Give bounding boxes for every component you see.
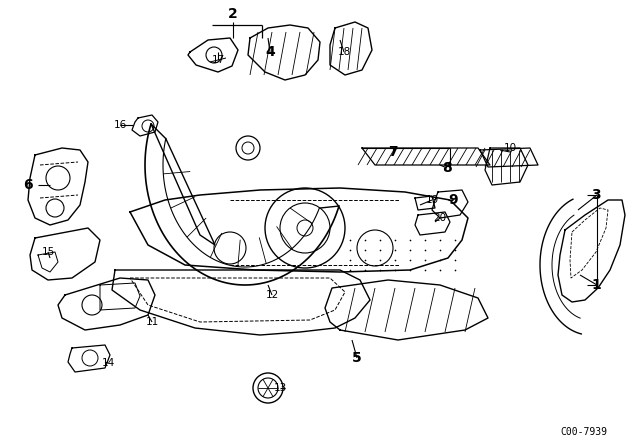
Text: 9: 9 bbox=[448, 193, 458, 207]
Text: 15: 15 bbox=[42, 247, 54, 257]
Text: 16: 16 bbox=[113, 120, 127, 130]
Text: 7: 7 bbox=[388, 145, 398, 159]
Text: 10: 10 bbox=[504, 143, 516, 153]
Text: 14: 14 bbox=[101, 358, 115, 368]
Text: 11: 11 bbox=[145, 317, 159, 327]
Text: 5: 5 bbox=[352, 351, 362, 365]
Text: 13: 13 bbox=[273, 383, 287, 393]
Text: 20: 20 bbox=[433, 213, 447, 223]
Text: 6: 6 bbox=[23, 178, 33, 192]
Text: C00-7939: C00-7939 bbox=[560, 427, 607, 437]
Text: 3: 3 bbox=[591, 188, 601, 202]
Text: 12: 12 bbox=[266, 290, 278, 300]
Text: 4: 4 bbox=[265, 45, 275, 59]
Text: 8: 8 bbox=[442, 161, 452, 175]
Text: 17: 17 bbox=[211, 55, 225, 65]
Text: 19: 19 bbox=[426, 195, 438, 205]
Text: 2: 2 bbox=[228, 7, 238, 21]
Text: 1: 1 bbox=[591, 278, 601, 292]
Text: 18: 18 bbox=[337, 47, 351, 57]
